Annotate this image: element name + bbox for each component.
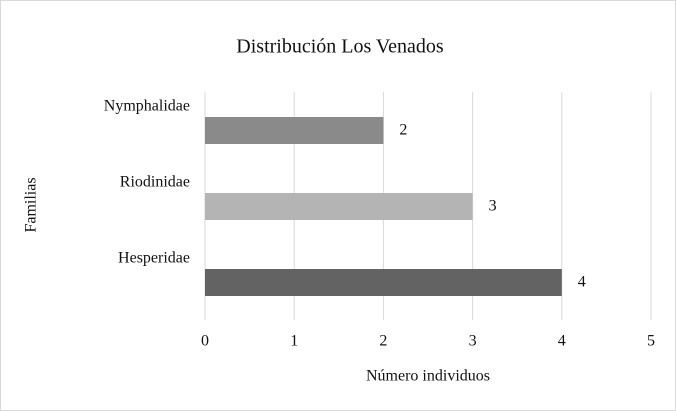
bar — [205, 269, 562, 296]
x-tick-label: 0 — [201, 333, 209, 350]
data-label: 2 — [399, 122, 407, 139]
data-label: 4 — [578, 274, 586, 291]
x-tick-label: 1 — [290, 333, 298, 350]
y-tick-label: Riodinidae — [120, 174, 190, 191]
bar — [205, 117, 384, 144]
x-axis-title: Número individuos — [366, 368, 490, 385]
x-tick-label: 2 — [379, 333, 387, 350]
bar — [205, 193, 473, 220]
x-tick-label: 3 — [469, 333, 477, 350]
data-label: 3 — [489, 198, 497, 215]
chart-title: Distribución Los Venados — [236, 36, 444, 58]
x-tick-label: 5 — [647, 333, 655, 350]
x-tick-label: 4 — [558, 333, 566, 350]
y-tick-label: Hesperidae — [118, 250, 190, 267]
y-axis-title: Familias — [23, 177, 40, 232]
y-tick-label: Nymphalidae — [104, 98, 190, 115]
